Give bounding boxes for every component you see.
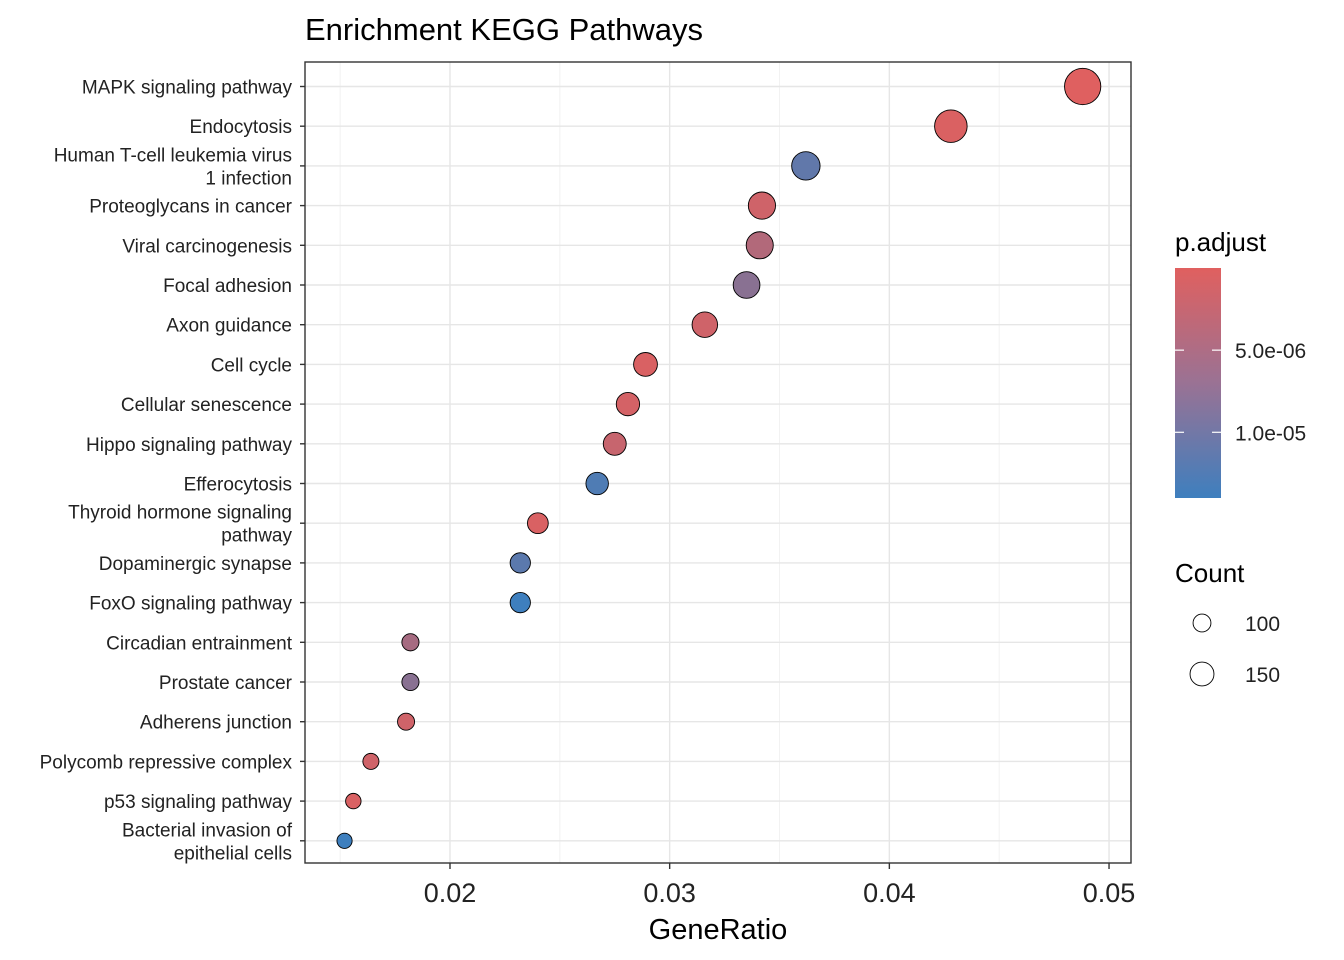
x-axis: 0.02 0.03 0.04 0.05 — [424, 863, 1136, 908]
y-tick-label: Focal adhesion — [163, 276, 292, 297]
x-tick-label: 0.05 — [1083, 878, 1136, 908]
color-legend-label: 5.0e-06 — [1235, 340, 1306, 363]
x-tick-label: 0.02 — [424, 878, 477, 908]
data-point — [791, 151, 821, 181]
data-point — [633, 352, 658, 377]
data-point — [509, 592, 531, 614]
data-point — [527, 512, 549, 535]
y-tick-label: Viral carcinogenesis — [122, 236, 292, 257]
data-point — [615, 391, 641, 417]
y-tick-label: Endocytosis — [190, 117, 292, 138]
y-tick-label: Cell cycle — [211, 355, 292, 376]
data-point — [747, 191, 776, 220]
y-tick-label: Circadian entrainment — [106, 633, 293, 654]
color-legend-bar — [1175, 268, 1221, 498]
y-tick-label: Adherens junction — [140, 713, 292, 734]
data-point — [362, 752, 380, 770]
data-point — [401, 672, 420, 692]
size-legend-title: Count — [1175, 558, 1245, 588]
size-legend-key — [1189, 661, 1215, 687]
y-tick-label: Polycomb repressive complex — [40, 752, 293, 773]
data-point — [602, 431, 627, 456]
data-point — [345, 792, 362, 810]
data-point — [934, 109, 968, 143]
color-legend: p.adjust 5.0e-06 1.0e-05 — [1175, 227, 1306, 498]
size-legend-key — [1192, 613, 1212, 633]
y-axis: MAPK signaling pathway Endocytosis Human T… — [40, 78, 305, 864]
y-tick-label: 1 infection — [205, 168, 292, 189]
y-tick-label: Bacterial invasion of — [122, 820, 293, 841]
data-point — [397, 712, 416, 731]
data-point — [509, 552, 531, 574]
data-point — [336, 832, 353, 849]
data-point — [585, 471, 609, 496]
y-tick-label: pathway — [221, 526, 292, 547]
data-point — [1064, 67, 1102, 106]
y-tick-label: Hippo signaling pathway — [86, 435, 292, 456]
data-point — [745, 231, 774, 260]
size-legend-label: 150 — [1245, 664, 1280, 687]
y-tick-label: Efferocytosis — [184, 475, 292, 496]
y-tick-label: Thyroid hormone signaling — [68, 503, 292, 524]
grid-lines — [305, 62, 1131, 863]
x-tick-label: 0.04 — [863, 878, 916, 908]
chart-title: Enrichment KEGG Pathways — [305, 12, 703, 47]
y-tick-label: Dopaminergic synapse — [99, 554, 292, 575]
data-point — [401, 633, 420, 652]
color-legend-label: 1.0e-05 — [1235, 422, 1306, 445]
y-tick-label: MAPK signaling pathway — [82, 78, 293, 99]
x-axis-title: GeneRatio — [649, 914, 788, 946]
y-tick-label: Axon guidance — [166, 316, 292, 337]
y-tick-label: Prostate cancer — [159, 673, 293, 694]
x-tick-label: 0.03 — [643, 878, 696, 908]
y-tick-label: p53 signaling pathway — [104, 792, 293, 813]
y-tick-label: epithelial cells — [174, 843, 292, 864]
data-point — [691, 311, 719, 338]
y-tick-label: Proteoglycans in cancer — [89, 197, 292, 218]
plot-border — [304, 61, 1132, 864]
data-points — [336, 67, 1102, 849]
size-legend: Count 100 150 — [1175, 558, 1280, 687]
data-point — [732, 271, 761, 299]
plot-panel — [305, 62, 1131, 863]
color-legend-title: p.adjust — [1175, 227, 1267, 257]
y-tick-label: Human T-cell leukemia virus — [54, 145, 292, 166]
size-legend-label: 100 — [1245, 613, 1280, 636]
y-tick-label: Cellular senescence — [121, 395, 292, 416]
y-tick-label: FoxO signaling pathway — [89, 594, 292, 615]
